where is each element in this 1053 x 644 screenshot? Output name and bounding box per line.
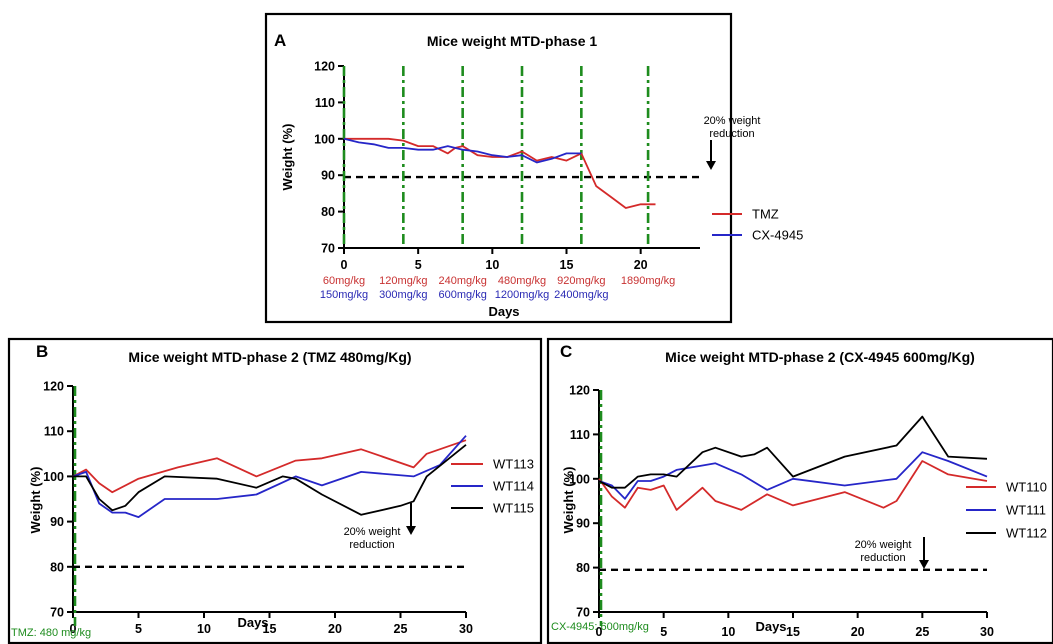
- dose-label-cx4945: 150mg/kg: [320, 289, 368, 301]
- series-line-tmz: [344, 137, 656, 209]
- panel-label: C: [560, 342, 572, 361]
- x-tick-label: 5: [135, 622, 142, 636]
- x-tick-label: 30: [459, 622, 473, 636]
- panel-frame: [264, 12, 733, 324]
- panel-label: B: [36, 342, 48, 361]
- annotation-line-1: 20% weight: [855, 539, 912, 551]
- x-tick-label: 20: [328, 622, 342, 636]
- y-tick-label: 100: [569, 472, 590, 486]
- annotation-arrow-head: [706, 161, 716, 170]
- dose-label-cx4945: 1200mg/kg: [495, 289, 549, 301]
- dose-label-tmz: 1890mg/kg: [621, 275, 675, 287]
- panel-a: A Mice weight MTD-phase 17080901001101200…: [264, 12, 803, 324]
- y-tick-label: 100: [43, 470, 64, 484]
- y-tick-label: 70: [321, 242, 335, 256]
- panel-frame: [546, 337, 1053, 644]
- legend-label: WT113: [493, 457, 534, 472]
- legend-label: TMZ: [752, 207, 779, 222]
- legend-label: WT115: [493, 501, 534, 516]
- y-tick-label: 110: [570, 428, 590, 442]
- y-axis-label: Weight (%): [28, 467, 43, 534]
- x-tick-label: 0: [70, 622, 77, 636]
- annotation-line-2: reduction: [860, 552, 905, 564]
- x-axis-label: Days: [488, 304, 519, 319]
- panel-c: C Mice weight MTD-phase 2 (CX-4945 600mg/…: [546, 337, 1053, 644]
- x-tick-label: 5: [415, 258, 422, 272]
- chart-title: Mice weight MTD-phase 1: [427, 33, 598, 49]
- x-tick-label: 20: [851, 625, 865, 639]
- legend-label: WT110: [1006, 480, 1047, 495]
- y-tick-label: 80: [321, 205, 335, 219]
- panel-label: A: [274, 31, 286, 50]
- y-tick-label: 120: [314, 60, 335, 74]
- x-tick-label: 25: [915, 625, 929, 639]
- dose-label-tmz: 120mg/kg: [379, 275, 427, 287]
- x-tick-label: 10: [485, 258, 499, 272]
- series-line-cx-4945: [343, 137, 582, 164]
- dose-label: CX-4945: 600mg/kg: [551, 621, 649, 633]
- dose-label-tmz: 480mg/kg: [498, 275, 546, 287]
- panel-b: B Mice weight MTD-phase 2 (TMZ 480mg/Kg) 7…: [7, 337, 543, 644]
- annotation-arrow-head: [919, 560, 929, 569]
- chart-title: Mice weight MTD-phase 2 (TMZ 480mg/Kg): [128, 349, 411, 365]
- legend-label: WT111: [1006, 503, 1046, 518]
- y-axis-label: Weight (%): [280, 124, 295, 191]
- x-tick-label: 5: [660, 625, 667, 639]
- annotation-line-1: 20% weight: [344, 526, 401, 538]
- x-tick-label: 0: [596, 625, 603, 639]
- y-tick-label: 90: [576, 517, 590, 531]
- dose-label: TMZ: 480 mg/kg: [11, 627, 91, 639]
- x-tick-label: 25: [394, 622, 408, 636]
- chart-title: Mice weight MTD-phase 2 (CX-4945 600mg/K…: [665, 349, 975, 365]
- legend-label: WT112: [1006, 526, 1047, 541]
- series-line-wt113: [72, 439, 467, 494]
- y-tick-label: 70: [50, 606, 64, 620]
- x-axis-label: Days: [755, 619, 786, 634]
- annotation-line-2: reduction: [349, 539, 394, 551]
- x-tick-label: 15: [263, 622, 277, 636]
- annotation-line-2: reduction: [709, 128, 754, 140]
- panel-frame: [7, 337, 543, 644]
- dose-label-cx4945: 2400mg/kg: [554, 289, 608, 301]
- y-tick-label: 110: [315, 96, 335, 110]
- x-tick-label: 10: [197, 622, 211, 636]
- y-tick-label: 120: [569, 384, 590, 398]
- dose-label-cx4945: 600mg/kg: [439, 289, 487, 301]
- legend-label: WT114: [493, 479, 534, 494]
- dose-label-cx4945: 300mg/kg: [379, 289, 427, 301]
- y-tick-label: 80: [50, 560, 64, 574]
- legend-label: CX-4945: [752, 228, 803, 243]
- x-tick-label: 15: [560, 258, 574, 272]
- series-line-wt111: [598, 451, 988, 500]
- annotation-arrow-head: [406, 526, 416, 535]
- y-tick-label: 90: [50, 515, 64, 529]
- y-tick-label: 90: [321, 169, 335, 183]
- series-line-wt112: [598, 415, 988, 489]
- y-axis-label: Weight (%): [561, 467, 576, 534]
- series-line-wt114: [72, 435, 467, 518]
- annotation-line-1: 20% weight: [704, 115, 761, 127]
- y-tick-label: 100: [314, 132, 335, 146]
- x-tick-label: 20: [634, 258, 648, 272]
- series-line-wt110: [598, 460, 988, 511]
- x-tick-label: 10: [721, 625, 735, 639]
- series-line-wt115: [73, 444, 467, 516]
- y-tick-label: 80: [576, 561, 590, 575]
- y-tick-label: 110: [44, 425, 64, 439]
- y-tick-label: 120: [43, 380, 64, 394]
- x-tick-label: 30: [980, 625, 994, 639]
- x-tick-label: 0: [341, 258, 348, 272]
- x-axis-label: Days: [237, 615, 268, 630]
- y-tick-label: 70: [576, 606, 590, 620]
- dose-label-tmz: 240mg/kg: [439, 275, 487, 287]
- x-tick-label: 15: [786, 625, 800, 639]
- dose-label-tmz: 920mg/kg: [557, 275, 605, 287]
- dose-label-tmz: 60mg/kg: [323, 275, 365, 287]
